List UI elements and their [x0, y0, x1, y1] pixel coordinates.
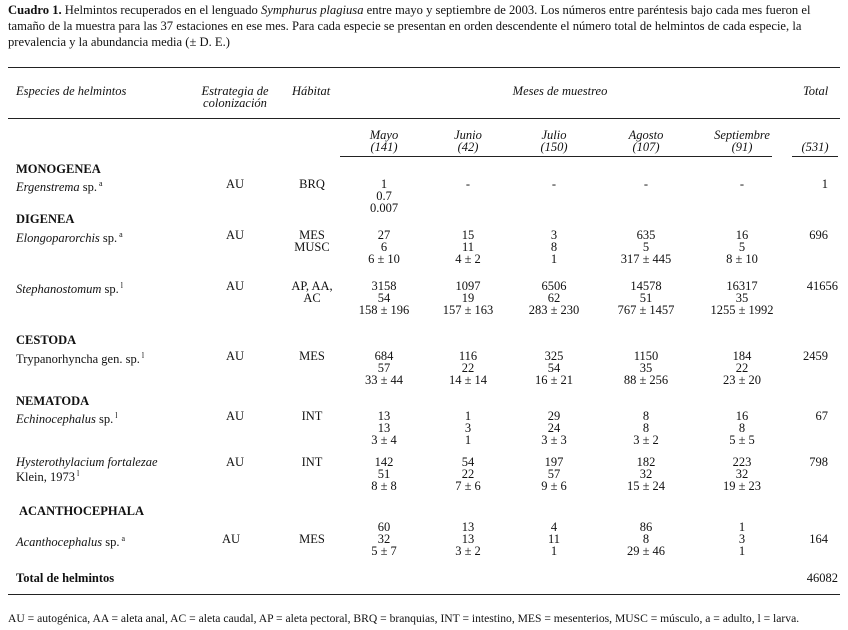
cell-acanthocephalus-mayo: 60 32 5 ± 7 [371, 520, 397, 558]
table-footnote: AU = autogénica, AA = aleta anal, AC = a… [8, 612, 800, 625]
cell-trypanorhyncha-septiembre: 184 22 23 ± 20 [722, 349, 762, 387]
cell-acanthocephalus-julio: 4 11 1 [547, 520, 561, 558]
top-rule [8, 67, 840, 68]
cell-echinocephalus-julio: 29 24 3 ± 3 [541, 409, 567, 447]
total-ergenstrema: 1 [821, 177, 828, 191]
strategy-acanthocephalus: AU [221, 532, 241, 546]
header-strategy-line1: Estrategia de [201, 84, 269, 98]
month-header-mayo: Mayo (141) [369, 128, 399, 154]
total-trypanorhyncha: 2459 [803, 349, 828, 363]
cell-stephanostomum-mayo: 3158 54 158 ± 196 [358, 279, 410, 317]
cell-ergenstrema-agosto: - [643, 177, 649, 191]
month-header-agosto: Agosto (107) [628, 128, 664, 154]
month-header-julio: Julio (150) [540, 128, 568, 154]
header-habitat: Hábitat [292, 84, 331, 98]
habitat-hysterothylacium: INT [301, 455, 323, 469]
strategy-echinocephalus: AU [225, 409, 245, 423]
grand-total-label: Total de helmintos [16, 571, 115, 585]
strategy-stephanostomum: AU [225, 279, 245, 293]
cell-elongoparorchis-agosto: 635 5 317 ± 445 [620, 228, 672, 266]
cell-ergenstrema-junio: - [465, 177, 471, 191]
species-trypanorhyncha: Trypanorhyncha gen. sp. l [16, 351, 145, 367]
cell-acanthocephalus-junio: 13 13 3 ± 2 [455, 520, 481, 558]
habitat-echinocephalus: INT [301, 409, 323, 423]
total-stephanostomum: 41656 [806, 279, 838, 293]
caption-species: Symphurus plagiusa [261, 3, 364, 17]
habitat-acanthocephalus: MES [299, 532, 325, 546]
cell-stephanostomum-junio: 1097 19 157 ± 163 [442, 279, 494, 317]
caption-label: Cuadro 1. [8, 3, 62, 17]
total-hysterothylacium: 798 [809, 455, 828, 469]
cell-trypanorhyncha-junio: 116 22 14 ± 14 [448, 349, 488, 387]
cell-echinocephalus-mayo: 13 13 3 ± 4 [371, 409, 397, 447]
species-echinocephalus: Echinocephalus sp. l [16, 411, 118, 427]
strategy-elongoparorchis: AU [225, 228, 245, 242]
cell-ergenstrema-julio: - [551, 177, 557, 191]
cell-elongoparorchis-septiembre: 16 5 8 ± 10 [726, 228, 758, 266]
group-monogenea: MONOGENEA [16, 162, 101, 176]
cell-hysterothylacium-junio: 54 22 7 ± 6 [455, 455, 481, 493]
species-elongoparorchis: Elongoparorchis sp. a [16, 230, 123, 246]
months-underline [340, 156, 772, 157]
group-acanthocephala: ACANTHOCEPHALA [19, 504, 145, 518]
species-hysterothylacium: Hysterothylacium fortalezae [16, 455, 158, 469]
header-strategy-line2: colonización [203, 96, 267, 110]
group-cestoda: CESTODA [16, 333, 77, 347]
total-acanthocephalus: 164 [809, 532, 828, 546]
total-echinocephalus: 67 [815, 409, 829, 423]
cell-hysterothylacium-julio: 197 57 9 ± 6 [541, 455, 567, 493]
strategy-ergenstrema: AU [225, 177, 245, 191]
cell-elongoparorchis-junio: 15 11 4 ± 2 [455, 228, 481, 266]
table-caption: Cuadro 1. Helmintos recuperados en el le… [8, 2, 840, 50]
species-ergenstrema: Ergenstrema sp. a [16, 179, 103, 195]
header-species: Especies de helmintos [16, 84, 127, 98]
habitat-elongoparorchis: MES MUSC [294, 228, 330, 254]
species-hysterothylacium-authority: Klein, 1973 l [16, 469, 80, 485]
grand-total-value: 46082 [806, 571, 838, 585]
bottom-rule [8, 594, 840, 595]
total-elongoparorchis: 696 [809, 228, 828, 242]
header-rule [8, 118, 840, 119]
cell-stephanostomum-agosto: 14578 51 767 ± 1457 [617, 279, 675, 317]
group-nematoda: NEMATODA [16, 394, 90, 408]
strategy-trypanorhyncha: AU [225, 349, 245, 363]
cell-elongoparorchis-mayo: 27 6 6 ± 10 [368, 228, 400, 266]
total-n: (531) [801, 140, 829, 154]
cell-hysterothylacium-agosto: 182 32 15 ± 24 [626, 455, 666, 493]
cell-trypanorhyncha-julio: 325 54 16 ± 21 [534, 349, 574, 387]
cell-hysterothylacium-mayo: 142 51 8 ± 8 [371, 455, 397, 493]
strategy-hysterothylacium: AU [225, 455, 245, 469]
group-digenea: DIGENEA [16, 212, 75, 226]
cell-trypanorhyncha-mayo: 684 57 33 ± 44 [364, 349, 404, 387]
cell-acanthocephalus-agosto: 86 8 29 ± 46 [626, 520, 666, 558]
cell-ergenstrema-mayo: 1 0.7 0.007 [369, 177, 399, 215]
caption-text-a: Helmintos recuperados en el lenguado [61, 3, 261, 17]
habitat-stephanostomum: AP, AA, AC [291, 279, 333, 305]
header-months: Meses de muestreo [512, 84, 608, 98]
header-total: Total [803, 84, 829, 98]
habitat-trypanorhyncha: MES [299, 349, 325, 363]
species-stephanostomum: Stephanostomum sp. l [16, 281, 124, 297]
cell-echinocephalus-septiembre: 16 8 5 ± 5 [729, 409, 755, 447]
caption-text-b: entre mayo y septiembre de 2003. Los núm… [8, 3, 811, 49]
month-header-septiembre: Septiembre (91) [714, 128, 770, 154]
cell-stephanostomum-septiembre: 16317 35 1255 ± 1992 [710, 279, 774, 317]
species-acanthocephalus: Acanthocephalus sp. a [16, 534, 126, 550]
cell-stephanostomum-julio: 6506 62 283 ± 230 [528, 279, 580, 317]
habitat-ergenstrema: BRQ [299, 177, 325, 191]
total-underline [792, 156, 838, 157]
month-header-junio: Junio (42) [454, 128, 482, 154]
cell-hysterothylacium-septiembre: 223 32 19 ± 23 [722, 455, 762, 493]
cell-ergenstrema-septiembre: - [739, 177, 745, 191]
cell-trypanorhyncha-agosto: 1150 35 88 ± 256 [623, 349, 669, 387]
